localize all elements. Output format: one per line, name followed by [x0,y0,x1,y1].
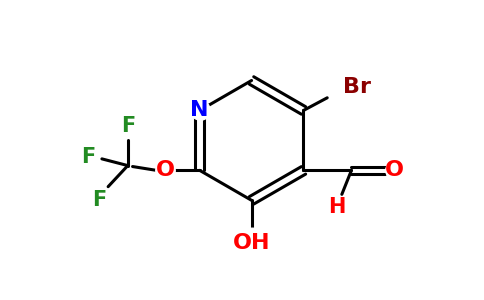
Text: F: F [92,190,106,210]
Text: O: O [385,160,404,180]
Text: H: H [328,197,346,217]
Text: F: F [121,116,135,136]
Text: Br: Br [343,77,371,98]
Text: F: F [81,147,96,167]
Text: N: N [190,100,209,121]
Text: O: O [156,160,175,180]
Text: OH: OH [233,233,271,254]
